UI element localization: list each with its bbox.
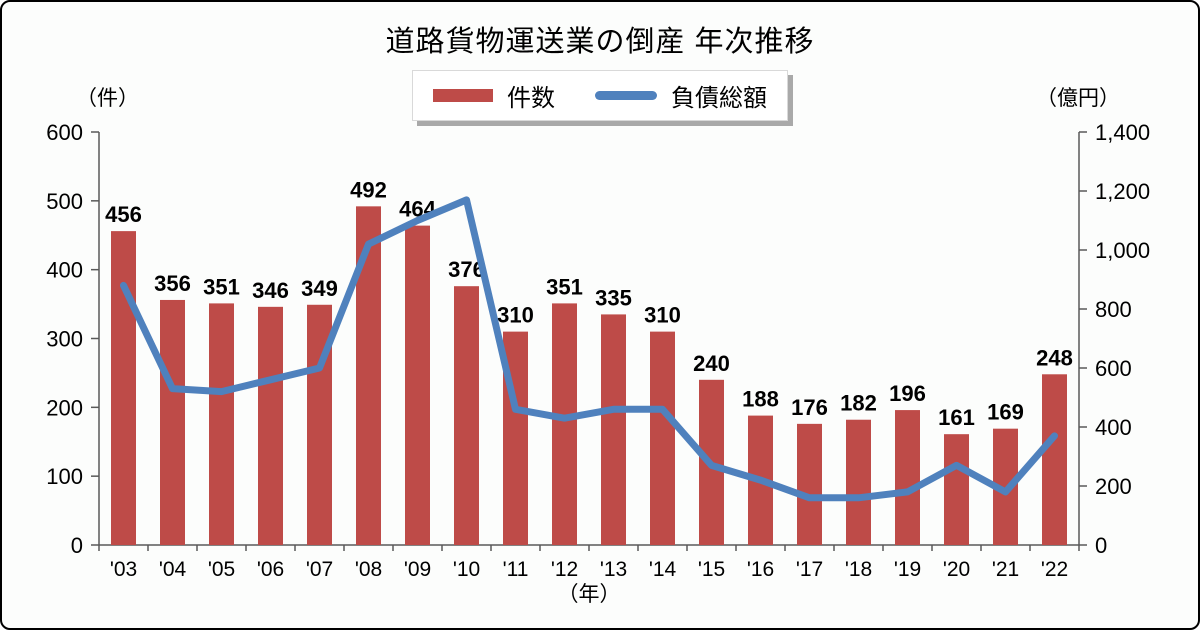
x-axis-category-label: '12 xyxy=(551,558,578,581)
bar-data-label: 456 xyxy=(105,202,142,227)
left-axis-tick-label: 400 xyxy=(46,258,83,283)
left-axis-tick-label: 600 xyxy=(46,120,83,145)
bar xyxy=(258,306,283,545)
x-axis-category-label: '14 xyxy=(649,558,677,581)
bar-series xyxy=(111,206,1067,545)
bar-data-label: 349 xyxy=(301,276,338,301)
bar-data-label: 196 xyxy=(889,381,926,406)
bar xyxy=(552,303,577,545)
legend: 件数 負債総額 xyxy=(412,70,788,121)
bar-data-label: 182 xyxy=(840,391,877,416)
x-axis-category-label: '21 xyxy=(992,558,1019,581)
right-axis-unit: （億円） xyxy=(1036,87,1120,110)
x-axis-category-label: '15 xyxy=(698,558,725,581)
bar-data-label: 188 xyxy=(742,387,779,412)
bar-data-label: 310 xyxy=(497,303,534,328)
bar-data-label: 161 xyxy=(938,405,975,430)
bar-series-swatch xyxy=(433,89,493,102)
right-axis-tick-label: 1,200 xyxy=(1095,179,1150,204)
line-series-label: 負債総額 xyxy=(671,85,767,112)
bar-data-label: 351 xyxy=(203,274,240,299)
bar xyxy=(454,286,479,545)
left-axis-tick-label: 0 xyxy=(71,533,83,558)
x-axis-category-label: '19 xyxy=(894,558,921,581)
bar xyxy=(209,303,234,545)
x-axis-category-label: '05 xyxy=(208,558,235,581)
left-axis-tick-label: 100 xyxy=(46,464,83,489)
bar xyxy=(650,331,675,545)
x-axis-category-label: '18 xyxy=(845,558,872,581)
right-axis-tick-label: 200 xyxy=(1095,474,1132,499)
right-axis-tick-label: 1,400 xyxy=(1095,120,1150,145)
right-axis-tick-label: 600 xyxy=(1095,356,1132,381)
x-axis-category-label: '03 xyxy=(110,558,137,581)
bar xyxy=(1042,374,1067,545)
bar xyxy=(601,314,626,545)
bar-data-label: 240 xyxy=(693,351,730,376)
x-axis-category-label: '22 xyxy=(1041,558,1068,581)
right-axis-tick-label: 0 xyxy=(1095,533,1107,558)
x-axis-category-label: '17 xyxy=(796,558,823,581)
x-axis-unit: （年） xyxy=(557,583,621,606)
bar-series-label: 件数 xyxy=(507,85,555,112)
bar-data-label: 356 xyxy=(154,271,191,296)
x-axis-category-label: '06 xyxy=(257,558,284,581)
x-axis-category-label: '20 xyxy=(943,558,970,581)
left-axis-unit: （件） xyxy=(76,87,139,110)
bar-data-label: 310 xyxy=(644,303,681,328)
x-axis-category-label: '07 xyxy=(306,558,333,581)
bar-data-label: 169 xyxy=(987,400,1024,425)
x-axis-category-label: '04 xyxy=(159,558,187,581)
chart-title: 道路貨物運送業の倒産 年次推移 xyxy=(385,26,815,58)
bar xyxy=(111,231,136,545)
line-series-swatch xyxy=(595,91,657,100)
x-axis-category-label: '16 xyxy=(747,558,774,581)
bar-data-label: 335 xyxy=(595,285,632,310)
left-axis-tick-label: 200 xyxy=(46,395,83,420)
left-axis-tick-label: 500 xyxy=(46,189,83,214)
x-axis-category-label: '10 xyxy=(453,558,480,581)
right-axis-tick-label: 800 xyxy=(1095,297,1132,322)
bar-data-label: 176 xyxy=(791,395,828,420)
line-series xyxy=(120,196,1058,502)
x-axis-category-label: '13 xyxy=(600,558,627,581)
bar xyxy=(797,423,822,545)
bar-data-label: 346 xyxy=(252,278,289,303)
bar xyxy=(895,410,920,545)
right-axis-tick-label: 400 xyxy=(1095,415,1132,440)
bar-data-label: 492 xyxy=(350,177,387,202)
x-axis-category-label: '08 xyxy=(355,558,382,581)
x-axis-category-label: '11 xyxy=(503,558,529,581)
bar-data-label: 351 xyxy=(546,274,583,299)
bar xyxy=(846,419,871,545)
bar xyxy=(944,434,969,545)
bar xyxy=(405,225,430,545)
bar-data-label: 248 xyxy=(1036,345,1073,370)
right-axis-tick-label: 1,000 xyxy=(1095,238,1150,263)
x-axis-category-label: '09 xyxy=(404,558,431,581)
bar xyxy=(160,299,185,545)
left-axis-tick-label: 300 xyxy=(46,327,83,352)
